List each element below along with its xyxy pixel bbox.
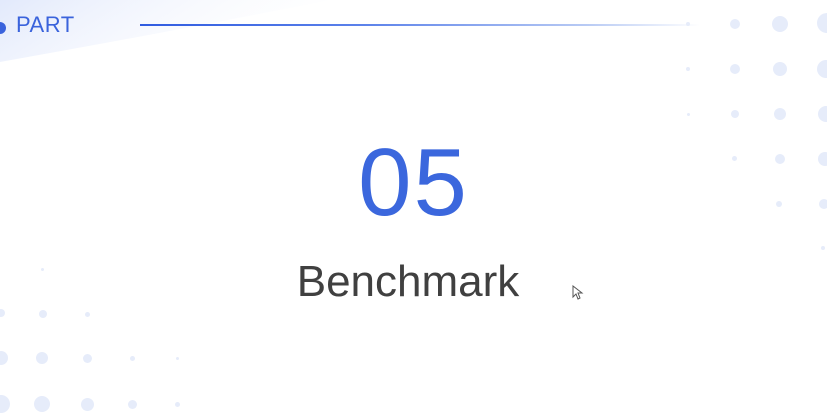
decor-dot [130,356,135,361]
decor-dot [0,309,5,317]
mouse-cursor-icon [572,285,584,300]
decor-dot [175,402,180,407]
decor-dot [817,60,827,78]
decor-dot [821,246,825,250]
decor-dot [0,351,8,365]
part-bullet [0,22,6,34]
decor-dot [41,268,44,271]
decor-dot [81,398,94,411]
decor-dot [818,152,827,166]
decor-dot [775,154,785,164]
decor-dot [686,67,690,71]
decor-dot [772,16,788,32]
section-number: 05 [358,129,469,236]
decor-dot [819,199,827,209]
decor-dot [128,400,137,409]
decor-dot [0,395,10,413]
decor-dot [776,201,782,207]
decor-dot [36,352,48,364]
part-label: PART [16,12,75,37]
decor-dot [39,310,47,318]
decor-dot [176,357,179,360]
decor-dot [686,22,690,26]
decor-dot [732,156,737,161]
decor-dot [85,312,90,317]
decor-dot [773,62,787,76]
decor-dot [34,396,50,412]
decor-dot [731,110,739,118]
section-title: Benchmark [296,257,520,306]
decor-dot [730,19,740,29]
part-header: PART [0,0,827,50]
decor-dot [687,113,690,116]
decor-dot [83,354,92,363]
decor-dot [817,13,827,33]
decor-dot [774,108,786,120]
decor-dot [730,64,740,74]
decor-dot [818,106,827,122]
header-divider [140,24,700,26]
